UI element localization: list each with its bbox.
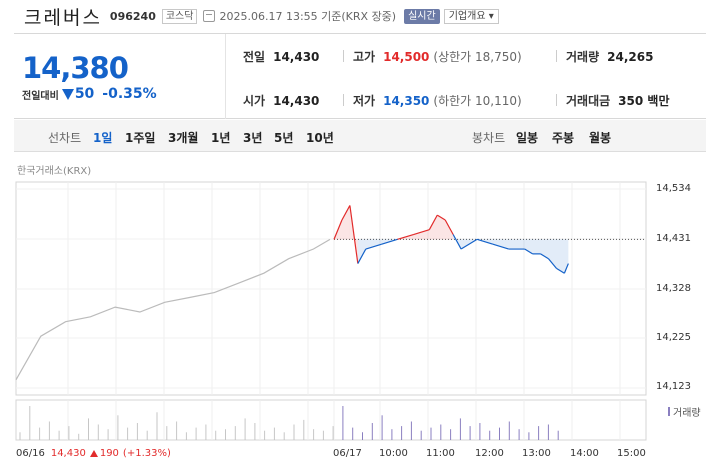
x-tick: 12:00 (475, 448, 504, 459)
price-area (429, 215, 438, 240)
price-segment (349, 205, 359, 264)
price-segment (413, 229, 430, 236)
price-area (508, 239, 525, 250)
market-badge: 코스닥 (161, 8, 198, 24)
y-tick: 14,225 (656, 332, 691, 343)
divider (556, 94, 557, 106)
x-tick: 14:00 (570, 448, 599, 459)
stock-header: 크레버스 096240 코스닥 2025.06.17 13:55 기준(KRX … (0, 0, 706, 32)
price-segment (365, 243, 382, 250)
tab-daily[interactable]: 일봉 (516, 131, 539, 145)
x-tick: 13:00 (522, 448, 551, 459)
x-tick: 15:00 (617, 448, 646, 459)
up-arrow-icon (89, 450, 98, 457)
stat-high: 고가 14,500 (상한가 18,750) (353, 49, 522, 65)
tab-5y[interactable]: 5년 (274, 131, 294, 145)
x-tick: 11:00 (426, 448, 455, 459)
price-segment (492, 243, 509, 250)
price-segment (397, 233, 414, 240)
price-area (540, 239, 549, 259)
candle-chart-label: 봉차트 (472, 131, 506, 145)
tab-monthly[interactable]: 월봉 (589, 131, 612, 145)
data-source: 한국거래소(KRX) (17, 166, 92, 177)
price-segment (444, 219, 454, 235)
price-segment (563, 263, 569, 274)
change-value: 50 (74, 86, 95, 102)
divider (556, 50, 557, 62)
price-area (341, 205, 350, 240)
price-area (365, 239, 382, 250)
company-info-dropdown[interactable]: 기업개요 ▾ (443, 8, 499, 24)
price-box: 14,380 전일대비 50 -0.35% (14, 34, 226, 119)
x-tick: 06/17 (333, 448, 362, 459)
price-area (548, 239, 557, 269)
price-segment (548, 258, 557, 269)
y-tick: 14,123 (656, 381, 691, 392)
price-segment (333, 219, 343, 240)
tab-3m[interactable]: 3개월 (168, 131, 199, 145)
price-area (492, 239, 509, 250)
stat-low: 저가 14,350 (하한가 10,110) (353, 93, 522, 109)
price-area (413, 229, 430, 240)
y-tick: 14,431 (656, 233, 691, 244)
prev-day-line (15, 238, 331, 381)
tab-3y[interactable]: 3년 (243, 131, 263, 145)
price-segment (460, 238, 478, 250)
price-area (556, 239, 565, 274)
change-label: 전일대비 (22, 90, 59, 102)
stat-open: 시가 14,430 (243, 93, 320, 109)
price-segment (556, 267, 565, 274)
tab-1d[interactable]: 1일 (93, 131, 113, 145)
volume-legend: 거래량 (668, 404, 701, 419)
tab-weekly[interactable]: 주봉 (552, 131, 575, 145)
price-segment (436, 214, 446, 221)
price-segment (476, 238, 494, 245)
chart-tab-bar: 선차트 1일 1주일 3개월 1년 3년 5년 10년 봉차트 일봉 주봉 월봉 (14, 120, 706, 152)
stock-code: 096240 (109, 9, 156, 23)
price-segment (357, 248, 367, 264)
stat-prev-close: 전일 14,430 (243, 49, 320, 65)
price-segment (341, 205, 351, 221)
tab-1w[interactable]: 1주일 (125, 131, 156, 145)
change-rate: -0.35% (102, 86, 157, 102)
volume-swatch (668, 407, 670, 416)
price-area (437, 215, 446, 240)
company-name: 크레버스 (24, 6, 102, 29)
divider (343, 50, 344, 62)
quote-panel: 14,380 전일대비 50 -0.35% 전일 14,430 고가 14,50… (14, 33, 706, 119)
y-tick: 14,534 (656, 183, 691, 194)
current-price: 14,380 (22, 51, 129, 85)
price-segment (540, 253, 549, 260)
line-chart-label: 선차트 (48, 131, 82, 145)
tab-1y[interactable]: 1년 (211, 131, 231, 145)
clock-icon (203, 10, 216, 22)
divider (343, 94, 344, 106)
price-segment (524, 248, 533, 255)
price-segment (452, 234, 462, 250)
tab-10y[interactable]: 10년 (306, 131, 334, 145)
stat-volume: 거래량 24,265 (566, 49, 654, 65)
realtime-button[interactable]: 실시간 (404, 8, 440, 24)
price-area (532, 239, 541, 254)
timestamp: 2025.06.17 13:55 기준(KRX 장중) (219, 10, 397, 23)
change-row: 전일대비 50 -0.35% (22, 86, 157, 102)
price-area (357, 239, 366, 264)
prev-day-summary: 06/16 14,430 190 (+1.33%) (16, 448, 171, 459)
y-tick: 14,328 (656, 283, 691, 294)
price-segment (428, 214, 438, 230)
down-arrow-icon (61, 88, 74, 100)
price-segment (381, 238, 398, 245)
price-area (524, 239, 533, 254)
x-tick: 10:00 (379, 448, 408, 459)
stat-trade-value: 거래대금 350 백만 (566, 94, 670, 108)
volume-frame (15, 399, 647, 441)
